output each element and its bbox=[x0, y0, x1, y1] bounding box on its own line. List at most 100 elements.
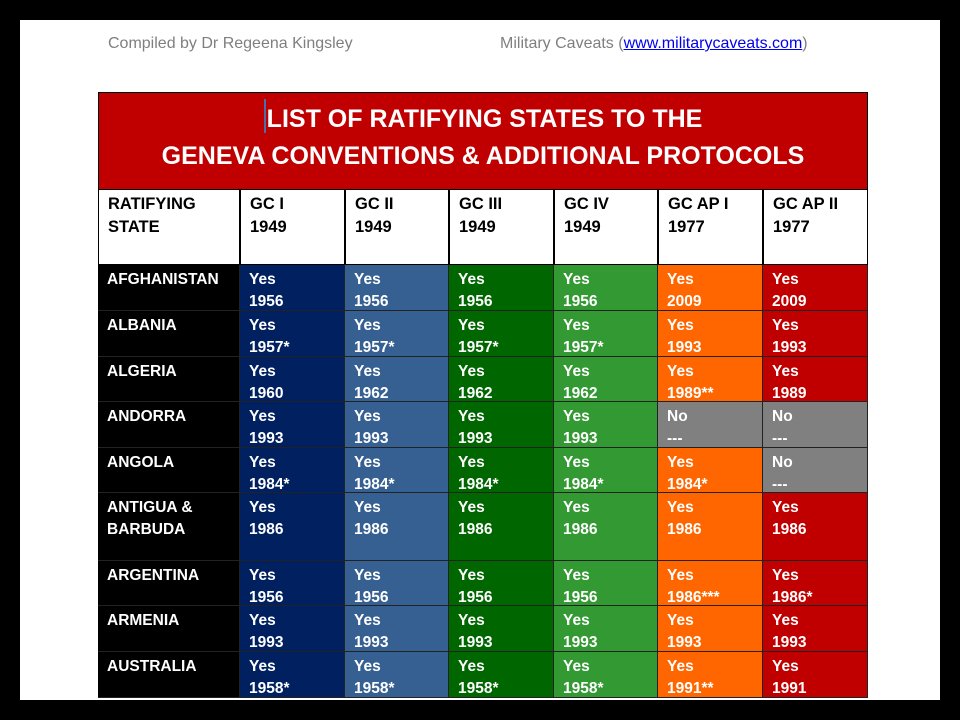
ratified-status: Yes bbox=[563, 408, 590, 425]
ratified-status: Yes bbox=[458, 499, 485, 516]
state-name: AFGHANISTAN bbox=[98, 265, 240, 311]
ratified-status: Yes bbox=[458, 612, 485, 629]
ratification-cell: Yes 1993 bbox=[763, 606, 868, 652]
ratified-status: Yes bbox=[458, 454, 485, 471]
ratification-year: 1958* bbox=[458, 680, 499, 697]
ratification-cell: Yes 1984* bbox=[449, 448, 554, 493]
column-header-line1: GC AP I bbox=[668, 195, 729, 213]
website-link[interactable]: www.militarycaveats.com bbox=[623, 35, 803, 52]
ratification-year: 1993 bbox=[772, 634, 807, 651]
source-suffix: ) bbox=[802, 35, 808, 52]
ratification-cell: Yes 1956 bbox=[554, 561, 658, 606]
ratified-status: Yes bbox=[354, 454, 381, 471]
ratification-cell: No --- bbox=[763, 448, 868, 493]
ratification-cell: Yes 1993 bbox=[449, 402, 554, 448]
ratified-status: Yes bbox=[249, 408, 276, 425]
ratification-cell: Yes 1993 bbox=[449, 606, 554, 652]
ratification-cell: Yes 1958* bbox=[554, 652, 658, 698]
ratified-status: Yes bbox=[563, 658, 590, 675]
state-name-line: ANTIGUA & bbox=[107, 499, 193, 516]
state-name: ARMENIA bbox=[98, 606, 240, 652]
ratification-year: 1960 bbox=[249, 385, 284, 402]
ratification-cell: Yes 1984* bbox=[345, 448, 449, 493]
column-header-line2: 1949 bbox=[250, 218, 287, 236]
ratification-cell: Yes 1993 bbox=[658, 606, 763, 652]
ratification-year: 2009 bbox=[667, 293, 702, 310]
column-header: GC AP II 1977 bbox=[763, 190, 868, 265]
ratified-status: Yes bbox=[563, 317, 590, 334]
table-row: ARMENIA Yes 1993 Yes 1993 Yes 1993 Yes 1993 Yes 19… bbox=[98, 606, 868, 652]
ratification-year: --- bbox=[772, 476, 788, 493]
table-row: ANTIGUA & BARBUDA Yes 1986 Yes 1986 Yes 1986 Yes… bbox=[98, 493, 868, 561]
ratified-status: Yes bbox=[458, 658, 485, 675]
ratification-cell: Yes 1984* bbox=[658, 448, 763, 493]
ratification-cell: Yes 1956 bbox=[345, 265, 449, 311]
ratification-year: 1993 bbox=[249, 430, 284, 447]
ratified-status: Yes bbox=[772, 612, 799, 629]
ratification-year: 1962 bbox=[563, 385, 598, 402]
ratification-cell: Yes 1993 bbox=[658, 311, 763, 357]
header-row: RATIFYING STATE GC I 1949 GC II 1949 GC III 194… bbox=[98, 190, 868, 265]
ratification-year: 1984* bbox=[458, 476, 499, 493]
ratification-year: 1993 bbox=[249, 634, 284, 651]
ratification-year: --- bbox=[772, 430, 788, 447]
ratification-cell: Yes 2009 bbox=[763, 265, 868, 311]
ratified-status: Yes bbox=[563, 271, 590, 288]
ratified-status: Yes bbox=[667, 499, 694, 516]
ratification-cell: Yes 2009 bbox=[658, 265, 763, 311]
table-row: ARGENTINA Yes 1956 Yes 1956 Yes 1956 Yes 1956 Yes… bbox=[98, 561, 868, 606]
ratification-year: 1993 bbox=[458, 430, 493, 447]
ratification-cell: Yes 1957* bbox=[554, 311, 658, 357]
ratified-status: Yes bbox=[249, 499, 276, 516]
column-header-line2: 1949 bbox=[459, 218, 496, 236]
ratification-cell: Yes 1993 bbox=[345, 402, 449, 448]
ratification-year: 1991** bbox=[667, 680, 714, 697]
ratified-status: Yes bbox=[563, 499, 590, 516]
ratification-cell: Yes 1986 bbox=[763, 493, 868, 561]
ratified-status: Yes bbox=[667, 454, 694, 471]
ratified-status: Yes bbox=[249, 658, 276, 675]
ratified-status: Yes bbox=[772, 363, 799, 380]
ratified-status: No bbox=[667, 408, 688, 425]
ratified-status: Yes bbox=[354, 499, 381, 516]
ratification-cell: Yes 1962 bbox=[449, 357, 554, 402]
column-header-line1: GC II bbox=[355, 195, 394, 213]
column-header-line1: GC AP II bbox=[773, 195, 839, 213]
ratification-year: 1993 bbox=[458, 634, 493, 651]
ratification-year: 1956 bbox=[458, 293, 493, 310]
ratified-status: Yes bbox=[667, 658, 694, 675]
ratification-year: 1993 bbox=[772, 339, 807, 356]
ratification-year: 1962 bbox=[458, 385, 493, 402]
ratification-year: 1989 bbox=[772, 385, 807, 402]
ratification-year: 1993 bbox=[563, 634, 598, 651]
title-line-2: GENEVA CONVENTIONS & ADDITIONAL PROTOCOL… bbox=[161, 142, 805, 170]
ratification-year: 2009 bbox=[772, 293, 807, 310]
ratification-cell: Yes 1962 bbox=[345, 357, 449, 402]
ratified-status: Yes bbox=[354, 317, 381, 334]
ratification-cell: Yes 1957* bbox=[240, 311, 345, 357]
ratification-cell: Yes 1984* bbox=[554, 448, 658, 493]
state-name-line: ALBANIA bbox=[107, 317, 177, 334]
ratified-status: Yes bbox=[249, 567, 276, 584]
ratification-cell: Yes 1962 bbox=[554, 357, 658, 402]
state-name-line: ALGERIA bbox=[107, 363, 177, 380]
ratification-year: 1958* bbox=[249, 680, 290, 697]
column-header-line2: 1949 bbox=[564, 218, 601, 236]
table-row: ANDORRA Yes 1993 Yes 1993 Yes 1993 Yes 1993 No ---… bbox=[98, 402, 868, 448]
ratification-year: 1984* bbox=[249, 476, 290, 493]
ratification-year: 1991 bbox=[772, 680, 807, 697]
state-name: ALBANIA bbox=[98, 311, 240, 357]
ratification-year: 1956 bbox=[563, 293, 598, 310]
ratification-cell: Yes 1960 bbox=[240, 357, 345, 402]
ratification-cell: Yes 1991** bbox=[658, 652, 763, 698]
ratification-year: 1984* bbox=[667, 476, 708, 493]
ratification-cell: Yes 1993 bbox=[554, 606, 658, 652]
column-header-line1: RATIFYING bbox=[108, 195, 196, 213]
ratification-cell: Yes 1986 bbox=[554, 493, 658, 561]
ratified-status: Yes bbox=[563, 363, 590, 380]
ratification-year: 1986 bbox=[458, 521, 493, 538]
ratified-status: Yes bbox=[667, 567, 694, 584]
ratification-cell: Yes 1958* bbox=[345, 652, 449, 698]
ratification-cell: Yes 1986 bbox=[449, 493, 554, 561]
ratification-cell: Yes 1984* bbox=[240, 448, 345, 493]
